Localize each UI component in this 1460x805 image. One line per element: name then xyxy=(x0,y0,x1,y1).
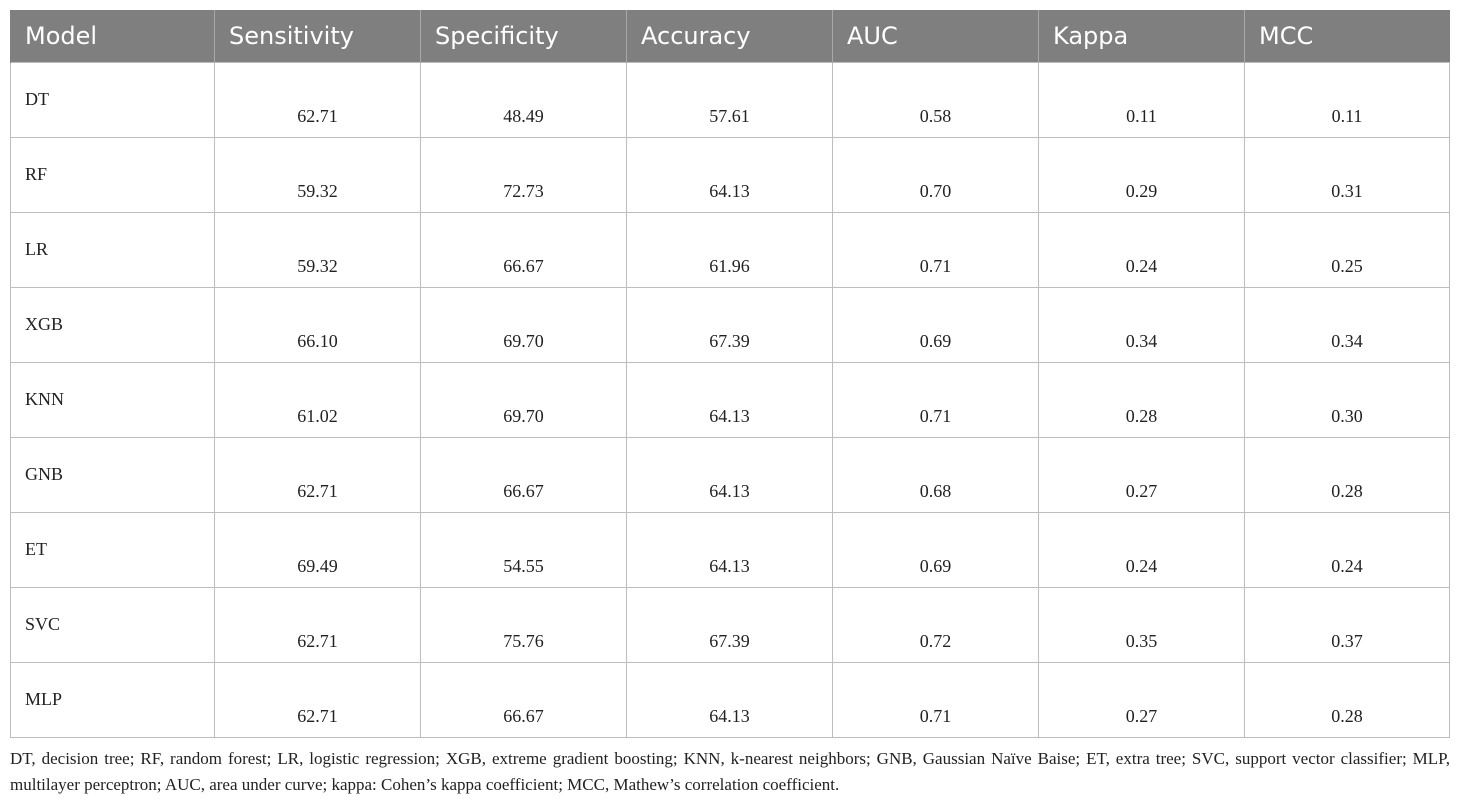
cell-sensitivity: 62.71 xyxy=(214,586,421,663)
cell-specificity: 69.70 xyxy=(420,286,627,363)
cell-specificity: 54.55 xyxy=(420,511,627,588)
cell-accuracy: 64.13 xyxy=(626,136,833,213)
cell-model: GNB xyxy=(10,436,215,513)
cell-mcc: 0.31 xyxy=(1244,136,1450,213)
cell-model: MLP xyxy=(10,661,215,738)
cell-auc: 0.71 xyxy=(832,211,1039,288)
cell-auc: 0.69 xyxy=(832,286,1039,363)
cell-auc: 0.68 xyxy=(832,436,1039,513)
cell-specificity: 69.70 xyxy=(420,361,627,438)
cell-accuracy: 64.13 xyxy=(626,511,833,588)
model-performance-table: Model Sensitivity Specificity Accuracy A… xyxy=(10,10,1450,738)
cell-accuracy: 61.96 xyxy=(626,211,833,288)
cell-sensitivity: 66.10 xyxy=(214,286,421,363)
table-row: LR 59.32 66.67 61.96 0.71 0.24 0.25 xyxy=(10,211,1450,288)
cell-accuracy: 64.13 xyxy=(626,661,833,738)
header-row: Model Sensitivity Specificity Accuracy A… xyxy=(10,10,1450,62)
header-model: Model xyxy=(10,10,215,62)
cell-model: XGB xyxy=(10,286,215,363)
cell-kappa: 0.27 xyxy=(1038,436,1245,513)
cell-kappa: 0.24 xyxy=(1038,511,1245,588)
cell-sensitivity: 69.49 xyxy=(214,511,421,588)
cell-specificity: 66.67 xyxy=(420,211,627,288)
cell-specificity: 75.76 xyxy=(420,586,627,663)
header-accuracy: Accuracy xyxy=(626,10,833,62)
cell-kappa: 0.27 xyxy=(1038,661,1245,738)
cell-auc: 0.71 xyxy=(832,661,1039,738)
cell-auc: 0.72 xyxy=(832,586,1039,663)
cell-sensitivity: 62.71 xyxy=(214,436,421,513)
table-row: SVC 62.71 75.76 67.39 0.72 0.35 0.37 xyxy=(10,586,1450,663)
cell-kappa: 0.28 xyxy=(1038,361,1245,438)
cell-mcc: 0.24 xyxy=(1244,511,1450,588)
table-row: DT 62.71 48.49 57.61 0.58 0.11 0.11 xyxy=(10,61,1450,138)
cell-accuracy: 67.39 xyxy=(626,286,833,363)
cell-accuracy: 57.61 xyxy=(626,61,833,138)
cell-accuracy: 67.39 xyxy=(626,586,833,663)
cell-auc: 0.58 xyxy=(832,61,1039,138)
table-row: MLP 62.71 66.67 64.13 0.71 0.27 0.28 xyxy=(10,661,1450,738)
table-row: RF 59.32 72.73 64.13 0.70 0.29 0.31 xyxy=(10,136,1450,213)
cell-auc: 0.69 xyxy=(832,511,1039,588)
table-row: ET 69.49 54.55 64.13 0.69 0.24 0.24 xyxy=(10,511,1450,588)
header-specificity: Specificity xyxy=(420,10,627,62)
cell-specificity: 66.67 xyxy=(420,436,627,513)
header-auc: AUC xyxy=(832,10,1039,62)
cell-sensitivity: 59.32 xyxy=(214,136,421,213)
cell-kappa: 0.34 xyxy=(1038,286,1245,363)
cell-specificity: 48.49 xyxy=(420,61,627,138)
table-row: KNN 61.02 69.70 64.13 0.71 0.28 0.30 xyxy=(10,361,1450,438)
table-row: GNB 62.71 66.67 64.13 0.68 0.27 0.28 xyxy=(10,436,1450,513)
cell-model: KNN xyxy=(10,361,215,438)
cell-model: SVC xyxy=(10,586,215,663)
header-kappa: Kappa xyxy=(1038,10,1245,62)
cell-sensitivity: 61.02 xyxy=(214,361,421,438)
table-body: DT 62.71 48.49 57.61 0.58 0.11 0.11 RF 59.32 72.7… xyxy=(10,61,1450,738)
cell-accuracy: 64.13 xyxy=(626,361,833,438)
table-row: XGB 66.10 69.70 67.39 0.69 0.34 0.34 xyxy=(10,286,1450,363)
cell-specificity: 66.67 xyxy=(420,661,627,738)
cell-sensitivity: 62.71 xyxy=(214,661,421,738)
cell-mcc: 0.11 xyxy=(1244,61,1450,138)
cell-mcc: 0.30 xyxy=(1244,361,1450,438)
cell-kappa: 0.29 xyxy=(1038,136,1245,213)
table-footnote: DT, decision tree; RF, random forest; LR… xyxy=(10,749,1450,794)
table-container: Model Sensitivity Specificity Accuracy A… xyxy=(10,10,1450,738)
cell-model: ET xyxy=(10,511,215,588)
cell-mcc: 0.28 xyxy=(1244,661,1450,738)
cell-mcc: 0.34 xyxy=(1244,286,1450,363)
cell-accuracy: 64.13 xyxy=(626,436,833,513)
cell-auc: 0.70 xyxy=(832,136,1039,213)
header-sensitivity: Sensitivity xyxy=(214,10,421,62)
cell-kappa: 0.24 xyxy=(1038,211,1245,288)
header-mcc: MCC xyxy=(1244,10,1450,62)
cell-sensitivity: 59.32 xyxy=(214,211,421,288)
table-header: Model Sensitivity Specificity Accuracy A… xyxy=(10,10,1450,62)
cell-kappa: 0.35 xyxy=(1038,586,1245,663)
cell-model: RF xyxy=(10,136,215,213)
cell-kappa: 0.11 xyxy=(1038,61,1245,138)
cell-mcc: 0.25 xyxy=(1244,211,1450,288)
cell-auc: 0.71 xyxy=(832,361,1039,438)
cell-model: LR xyxy=(10,211,215,288)
cell-specificity: 72.73 xyxy=(420,136,627,213)
cell-mcc: 0.28 xyxy=(1244,436,1450,513)
cell-sensitivity: 62.71 xyxy=(214,61,421,138)
cell-mcc: 0.37 xyxy=(1244,586,1450,663)
cell-model: DT xyxy=(10,61,215,138)
